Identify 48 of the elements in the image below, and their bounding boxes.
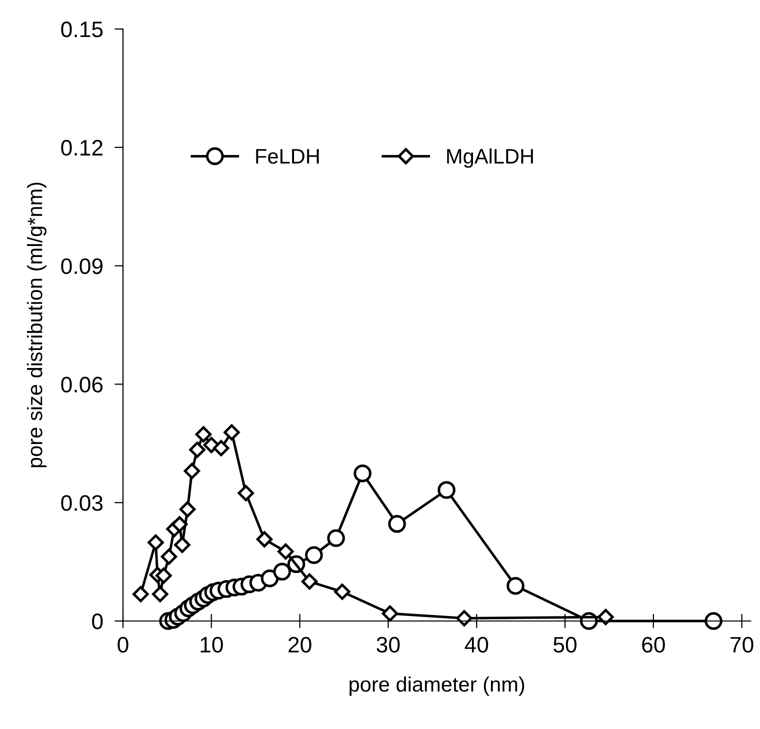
x-tick-label: 70 (730, 636, 754, 653)
x-tick-label: 0 (118, 636, 128, 653)
point (301, 573, 318, 590)
x-tick-label: 40 (464, 636, 488, 653)
x-axis-title: pore diameter (nm) (350, 676, 524, 696)
point (327, 529, 345, 548)
point (189, 442, 206, 458)
point (195, 426, 212, 442)
point (354, 464, 372, 482)
x-tick-label: 20 (288, 636, 312, 653)
x-tick-label: 60 (642, 636, 665, 653)
point (171, 516, 188, 532)
y-tick-label: 0.03 (61, 495, 103, 511)
point (213, 440, 230, 456)
point (184, 462, 200, 480)
point (598, 608, 614, 626)
y-tick-label: 0.09 (61, 258, 103, 274)
point (224, 424, 240, 440)
point (156, 567, 172, 584)
point (238, 485, 254, 502)
point (704, 612, 722, 630)
point (388, 515, 406, 533)
point (132, 586, 149, 602)
legend-label: MgAlLDH (447, 148, 533, 168)
y-tick-label: 0.06 (61, 376, 103, 392)
y-tick-label: 0.12 (61, 140, 102, 156)
point (256, 531, 273, 548)
legend-label: FeLDH (256, 149, 319, 164)
x-tick-label: 10 (200, 636, 223, 653)
point (278, 543, 294, 560)
y-tick-label: 0.15 (61, 22, 103, 38)
x-tick-label: 50 (554, 636, 576, 653)
point (160, 548, 178, 565)
point (305, 546, 323, 564)
point (260, 569, 279, 588)
point (334, 584, 350, 600)
point (506, 576, 524, 595)
point (174, 536, 190, 553)
y-tick-label: 0 (92, 614, 103, 630)
point (148, 534, 164, 551)
point (273, 562, 292, 581)
point (456, 610, 472, 626)
point (382, 605, 398, 622)
y-axis-title: pore size distribution (ml/g*nm) (27, 182, 46, 468)
point (179, 501, 196, 518)
x-tick-label: 30 (376, 636, 400, 653)
point (438, 481, 456, 499)
point (152, 586, 168, 602)
